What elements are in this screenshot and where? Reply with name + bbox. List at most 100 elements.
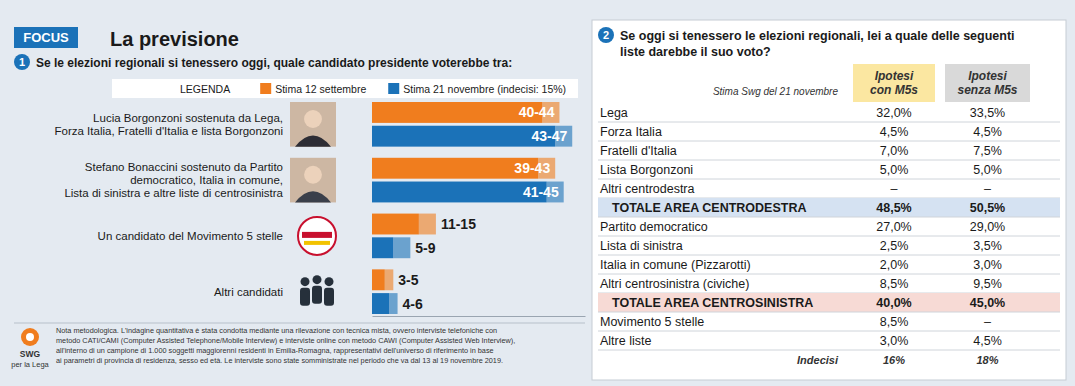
- logo-m5s-stars: [304, 241, 330, 245]
- cell: 2,0%: [880, 258, 909, 272]
- legend-box: [112, 79, 578, 98]
- chart-panel: 1 Se le elezioni regionali si tenessero o…: [14, 54, 586, 317]
- cell: 9,5%: [973, 277, 1002, 291]
- cell: 27,0%: [876, 220, 911, 234]
- note-line: Nota metodologica. L'indagine quantitati…: [56, 326, 497, 335]
- row-separator: [598, 255, 1060, 256]
- number-badge: [14, 54, 30, 70]
- swg-logo: [21, 328, 39, 346]
- bar-range: [389, 293, 398, 314]
- cell: 50,5%: [970, 201, 1005, 215]
- cell: 3,0%: [880, 334, 909, 348]
- data-label: 5-9: [415, 240, 435, 256]
- bar: [372, 237, 393, 258]
- logo-m5s: [298, 217, 336, 255]
- cell: 40,0%: [876, 296, 911, 310]
- row-label: Altri centrodestra: [600, 182, 695, 196]
- row-label: Lista di sinistra: [600, 239, 683, 253]
- bar-range: [393, 237, 410, 258]
- cell: 4,5%: [973, 334, 1002, 348]
- footer-label: Indecisi: [797, 354, 839, 366]
- bar: [372, 158, 538, 179]
- portrait: [290, 102, 336, 147]
- bar: [372, 214, 419, 235]
- row-separator: [598, 350, 1060, 351]
- x-axis-line: [373, 316, 586, 317]
- portrait-body: [295, 135, 331, 146]
- portrait-body: [295, 191, 331, 202]
- category-label: Lista di sinistra e altre liste di centr…: [64, 187, 283, 199]
- cell: –: [984, 315, 991, 329]
- cell: 8,5%: [880, 315, 909, 329]
- column-header: Ipotesi: [968, 69, 1007, 83]
- cell: 4,5%: [973, 125, 1002, 139]
- cell: 3,0%: [973, 258, 1002, 272]
- swg-logo-inner: [26, 333, 34, 341]
- legend-swatch: [260, 83, 271, 94]
- bar: [372, 126, 555, 147]
- people-body: [300, 288, 310, 306]
- row-label: TOTALE AREA CENTROSINISTRA: [612, 296, 813, 310]
- legend-title: LEGENDA: [180, 83, 230, 95]
- cell: 5,0%: [880, 163, 909, 177]
- cell: –: [984, 182, 991, 196]
- note-line: ai parametri di provincia di residenza, …: [56, 356, 503, 365]
- row-separator: [598, 274, 1060, 275]
- row-label: Lista Borgonzoni: [600, 163, 693, 177]
- column-header: Ipotesi: [875, 69, 914, 83]
- badge: FOCUS: [23, 30, 69, 45]
- row-highlight: [598, 293, 1060, 312]
- cell: 32,0%: [876, 106, 911, 120]
- people-body: [312, 286, 322, 304]
- row-label: Lega: [600, 106, 628, 120]
- number-badge-text: 1: [19, 56, 25, 68]
- canvas: FOCUSLa previsione1Se le elezioni region…: [0, 0, 1075, 386]
- cell: 8,5%: [880, 277, 909, 291]
- portrait-head: [304, 166, 322, 184]
- bars: [372, 102, 572, 314]
- row-label: Italia in comune (Pizzarotti): [600, 258, 751, 272]
- table-box: [592, 20, 1066, 380]
- column-header-box: [945, 64, 1030, 102]
- row-label: Partito democratico: [600, 220, 708, 234]
- cell: 4,5%: [880, 125, 909, 139]
- logo-text: SWG: [20, 349, 41, 359]
- legend-label: Stima 12 settembre: [275, 83, 366, 95]
- note: SWGper la LegaNota metodologica. L'indag…: [11, 323, 585, 369]
- note-line: metodo CATI/CAMI (Computer Assisted Tele…: [56, 336, 515, 345]
- portrait: [290, 158, 336, 203]
- row-separator: [598, 312, 1060, 313]
- people-body: [324, 288, 334, 306]
- cell: 48,5%: [876, 201, 911, 215]
- data-label: 40-44: [519, 104, 555, 120]
- row-label: Altri centrosinistra (civiche): [600, 277, 749, 291]
- row-separator: [598, 331, 1060, 332]
- people-head: [301, 277, 310, 286]
- number-badge: [598, 27, 614, 43]
- bar: [372, 293, 389, 314]
- data-label: 3-5: [398, 272, 418, 288]
- column-header: senza M5s: [957, 83, 1017, 97]
- chart-title: Se le elezioni regionali si tenessero og…: [36, 56, 512, 70]
- legend: LEGENDA Stima 12 settembre Stima 21 novemb…: [112, 79, 578, 98]
- bar: [372, 182, 547, 203]
- legend-swatch: [388, 83, 399, 94]
- data-label: 43-47: [531, 128, 567, 144]
- cell: 29,0%: [970, 220, 1005, 234]
- table-title: Se oggi si tenessero le elezioni regiona…: [620, 29, 1015, 43]
- cell: 2,5%: [880, 239, 909, 253]
- legend-label: Stima 21 novembre (indecisi: 15%): [403, 83, 566, 95]
- cell: –: [891, 182, 898, 196]
- footer-cell: 16%: [883, 354, 905, 366]
- page: FOCUSLa previsione1Se le elezioni region…: [0, 0, 1075, 386]
- data-label: 39-43: [514, 160, 550, 176]
- people-head: [325, 277, 334, 286]
- cell: 7,0%: [880, 144, 909, 158]
- category-label: Lucia Borgonzoni sostenuta da Lega,: [93, 112, 283, 124]
- column-header: con M5s: [870, 83, 918, 97]
- note-line: all'interno di un campione di 1.000 sogg…: [56, 346, 494, 355]
- portrait-head: [304, 110, 322, 128]
- row-separator: [598, 217, 1060, 218]
- data-label: 4-6: [403, 296, 423, 312]
- category-label: Stefano Bonaccini sostenuto da Partito: [85, 161, 283, 173]
